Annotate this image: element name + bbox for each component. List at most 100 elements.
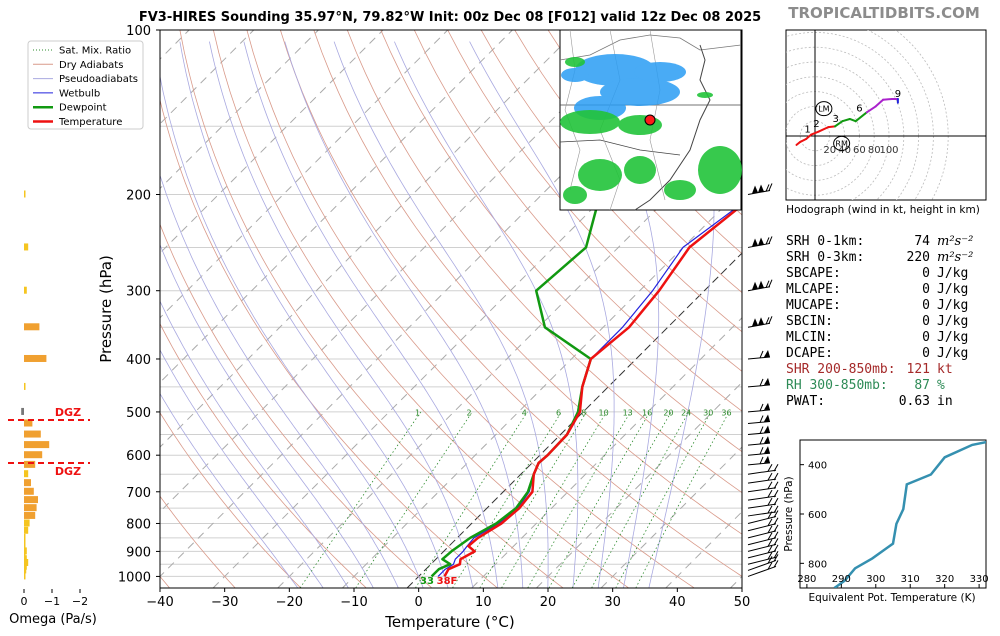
wind-barb bbox=[747, 279, 773, 292]
omega-bar bbox=[24, 558, 29, 566]
omega-bar bbox=[24, 487, 34, 495]
mixing-ratio-label: 2 bbox=[467, 409, 472, 418]
mixing-ratio-label: 20 bbox=[663, 409, 673, 418]
omega-bar bbox=[24, 354, 47, 362]
stat-label: PWAT: bbox=[786, 394, 825, 409]
theta-e-panel: 280 290 300 310 320 330 400 600 800 Equivalent … bbox=[783, 439, 989, 604]
omega-bar bbox=[24, 566, 27, 574]
stat-label: SBCAPE: bbox=[786, 266, 841, 281]
mixing-ratio-label: 8 bbox=[581, 409, 586, 418]
wind-barb bbox=[747, 349, 771, 360]
stat-row: SBCAPE: 0 J/kg bbox=[786, 266, 968, 281]
omega-bar bbox=[24, 526, 29, 534]
stat-label: SBCIN: bbox=[786, 314, 833, 329]
wind-barb bbox=[747, 531, 779, 546]
hodograph-height-label: 6 bbox=[856, 104, 862, 115]
omega-x-axis-label: Omega (Pa/s) bbox=[9, 612, 97, 627]
left-mover-label: LM bbox=[818, 105, 829, 114]
theta-e-y-tick: 800 bbox=[808, 559, 827, 570]
hodograph-ring-label: 80 bbox=[868, 145, 881, 156]
stat-unit: J/kg bbox=[937, 298, 968, 313]
omega-bar bbox=[24, 504, 37, 512]
stat-value: 121 bbox=[907, 362, 930, 377]
hodograph-segment bbox=[841, 117, 851, 123]
stat-value: 0 bbox=[922, 298, 930, 313]
mixing-ratio-labels: 1 2 4 6 8 10 13 16 20 24 30 36 bbox=[415, 409, 732, 418]
stat-unit: J/kg bbox=[937, 282, 968, 297]
mixing-ratio-label: 1 bbox=[415, 409, 420, 418]
stat-label: RH 300-850mb: bbox=[786, 378, 888, 393]
hodograph-segment bbox=[827, 125, 836, 129]
skewt-x-ticks: −40 −30 −20 −10 0 10 20 30 40 50 bbox=[146, 588, 750, 610]
stat-value: 0 bbox=[922, 330, 930, 345]
theta-e-x-tick: 320 bbox=[935, 574, 954, 585]
chart-title: FV3-HIRES Sounding 35.97°N, 79.82°W Init… bbox=[139, 10, 761, 25]
wind-barb bbox=[747, 472, 779, 484]
stat-value: 87 bbox=[914, 378, 930, 393]
hodograph-segment bbox=[848, 117, 857, 123]
wind-barb bbox=[747, 455, 771, 466]
stat-unit: kt bbox=[937, 362, 953, 377]
stat-unit: J/kg bbox=[937, 314, 968, 329]
stat-row: DCAPE: 0 J/kg bbox=[786, 346, 968, 361]
omega-bar bbox=[24, 323, 40, 331]
omega-bar bbox=[24, 190, 26, 198]
wind-barb bbox=[747, 544, 779, 559]
hodograph-height-label: 2 bbox=[813, 119, 819, 130]
theta-e-x-tick: 290 bbox=[832, 574, 851, 585]
wind-barb bbox=[747, 505, 779, 517]
radar-inset-map bbox=[559, 29, 742, 211]
theta-e-x-tick: 280 bbox=[797, 574, 816, 585]
skewt-x-tick: −10 bbox=[340, 595, 367, 610]
wind-barb bbox=[747, 402, 771, 413]
skewt-y-ticks: 100 200 300 400 500 600 700 800 900 1000 bbox=[118, 24, 160, 585]
hodograph-caption: Hodograph (wind in kt, height in km) bbox=[786, 204, 980, 216]
wind-barb bbox=[747, 560, 779, 577]
skewt-y-tick: 1000 bbox=[118, 570, 151, 585]
wind-barb bbox=[747, 554, 779, 571]
skewt-background-lines bbox=[160, 30, 742, 588]
omega-bar bbox=[24, 382, 26, 390]
wind-barb bbox=[747, 436, 771, 446]
omega-bar bbox=[24, 547, 27, 555]
omega-bar bbox=[24, 286, 27, 294]
wind-barb bbox=[747, 538, 779, 552]
hodograph-height-label: 9 bbox=[895, 89, 901, 100]
theta-e-x-tick: 330 bbox=[970, 574, 989, 585]
skewt-x-tick: −20 bbox=[276, 595, 303, 610]
omega-bar bbox=[24, 543, 26, 551]
skewt-y-tick: 500 bbox=[126, 406, 151, 421]
stat-label: SRH 0-1km: bbox=[786, 234, 864, 249]
stat-label: MLCAPE: bbox=[786, 282, 841, 297]
hodograph-segment bbox=[833, 120, 844, 128]
omega-bar bbox=[24, 511, 36, 519]
theta-e-y-tick: 600 bbox=[808, 510, 827, 521]
mixing-ratio-label: 16 bbox=[642, 409, 652, 418]
legend-label: Pseudoadiabats bbox=[59, 74, 138, 85]
stat-unit: m²s⁻² bbox=[937, 250, 973, 265]
mixing-ratio-label: 24 bbox=[681, 409, 691, 418]
omega-bar bbox=[24, 441, 50, 449]
omega-bar bbox=[24, 496, 38, 504]
stat-value: 0 bbox=[922, 266, 930, 281]
stat-row: SHR 200-850mb: 121 kt bbox=[786, 362, 953, 377]
hodograph-segment bbox=[874, 98, 885, 108]
stat-row: MLCIN: 0 J/kg bbox=[786, 330, 968, 345]
omega-bar bbox=[24, 555, 27, 563]
stat-row: MLCAPE: 0 J/kg bbox=[786, 282, 968, 297]
hodograph-segment bbox=[865, 105, 877, 114]
skewt-x-axis-label: Temperature (°C) bbox=[384, 613, 514, 631]
omega-x-tick: 0 bbox=[21, 595, 28, 608]
omega-bar bbox=[24, 419, 33, 427]
theta-e-y-axis-label: Pressure (hPa) bbox=[783, 476, 795, 551]
wind-barb bbox=[747, 551, 779, 565]
hodograph-height-label: 1 bbox=[804, 124, 810, 135]
omega-bar bbox=[24, 470, 29, 478]
wind-barb bbox=[747, 517, 779, 532]
hodograph-segment bbox=[799, 137, 808, 143]
skewt-x-tick: −40 bbox=[146, 595, 173, 610]
stat-unit: % bbox=[937, 378, 945, 393]
surface-temp-label: 38F bbox=[437, 576, 458, 587]
wind-barb bbox=[747, 316, 773, 328]
